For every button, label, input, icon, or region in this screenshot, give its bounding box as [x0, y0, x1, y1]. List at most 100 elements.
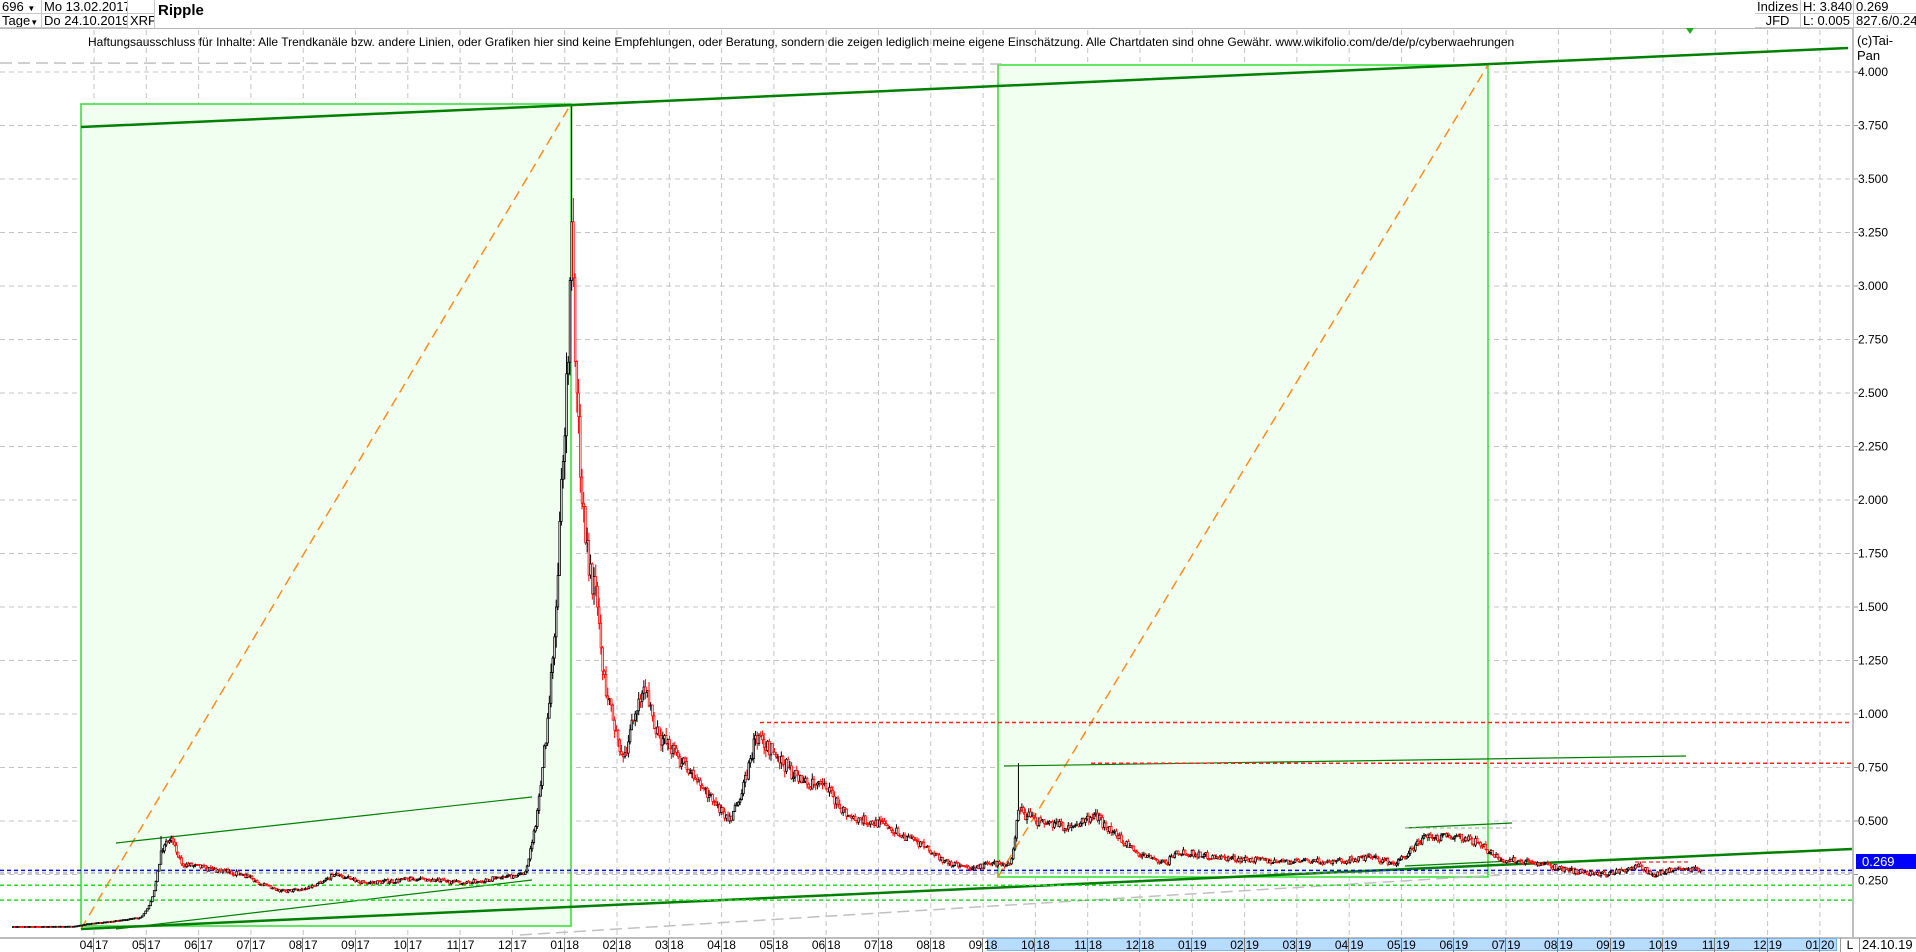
scale-mode-button[interactable]: L: [1840, 938, 1860, 952]
candle: [1527, 859, 1530, 862]
candle: [1245, 857, 1249, 861]
x-tick-label: 04 19: [1334, 938, 1364, 952]
candle: [144, 910, 147, 915]
candle: [1010, 858, 1013, 865]
x-tick-label: 02 19: [1230, 938, 1259, 952]
y-tick-label: 2.250: [1858, 440, 1888, 454]
candle: [250, 875, 254, 879]
candle: [323, 879, 326, 883]
candle: [582, 502, 585, 507]
candle: [618, 739, 622, 752]
end-date[interactable]: Do 24.10.2019: [42, 14, 128, 28]
candle: [841, 806, 845, 814]
candle: [542, 745, 546, 768]
candle: [757, 734, 761, 744]
candle: [180, 857, 183, 865]
candle: [151, 896, 154, 903]
candle: [1453, 836, 1457, 839]
candle: [1439, 834, 1443, 841]
x-axis-highlight[interactable]: [987, 938, 1837, 951]
candle: [252, 877, 256, 882]
candle: [1168, 856, 1171, 865]
candle: [733, 804, 737, 812]
candle: [529, 848, 532, 860]
candle: [1575, 869, 1579, 874]
source: JFD: [1755, 14, 1801, 28]
trend-channel-top: [80, 46, 1849, 129]
candle: [1654, 875, 1658, 878]
candle: [1104, 822, 1108, 829]
candle: [1548, 862, 1551, 866]
candle: [1135, 851, 1139, 854]
candle: [140, 915, 144, 918]
chevron-down-icon: ▼: [27, 4, 36, 13]
candle: [1381, 859, 1384, 863]
candle: [572, 221, 575, 279]
candle: [824, 783, 828, 790]
candle: [599, 622, 603, 649]
candle: [701, 785, 704, 789]
trend-line: [115, 879, 533, 930]
candle: [458, 881, 462, 885]
x-tick-label: 06 19: [1439, 938, 1469, 952]
candle: [171, 837, 175, 843]
candle: [1120, 834, 1123, 843]
candle: [1230, 857, 1233, 860]
candle: [537, 795, 541, 811]
candle: [1307, 859, 1311, 863]
candle: [991, 862, 994, 865]
candle: [264, 883, 268, 886]
count-select[interactable]: 696 ▼: [0, 0, 42, 14]
candle: [675, 747, 678, 753]
candle: [362, 880, 365, 883]
candle: [628, 729, 632, 743]
candle: [553, 636, 556, 659]
candle: [1470, 838, 1474, 845]
candle: [620, 751, 623, 755]
candle: [848, 815, 852, 818]
candle: [1565, 867, 1568, 870]
candle: [854, 815, 857, 821]
candle: [838, 803, 841, 809]
candle: [549, 672, 553, 704]
candle: [1220, 855, 1223, 860]
x-tick-label: 12 19: [1753, 938, 1782, 952]
candle: [864, 815, 867, 825]
candle: [740, 793, 744, 801]
candle: [336, 872, 340, 876]
candle: [139, 916, 142, 919]
start-date[interactable]: Mo 13.02.2017: [42, 0, 128, 14]
x-tick-label: 10 17: [393, 938, 423, 952]
candle: [560, 478, 563, 522]
candle: [1586, 871, 1589, 875]
candle: [1543, 863, 1546, 866]
grey-dashed-line: [0, 62, 1003, 65]
candle: [579, 416, 582, 478]
candle: [405, 877, 408, 880]
candle: [555, 606, 558, 638]
candle: [750, 758, 754, 760]
x-tick-label: 01 18: [550, 938, 580, 952]
x-axis: [0, 937, 1916, 952]
trend-line: [1003, 755, 1687, 767]
candle: [548, 702, 551, 719]
candle: [1022, 807, 1025, 813]
candle: [606, 695, 609, 700]
candle: [747, 762, 750, 780]
candle: [573, 277, 577, 362]
candle: [164, 840, 168, 846]
candle: [152, 890, 156, 898]
candle: [1122, 841, 1125, 845]
projection-line: [997, 64, 1489, 878]
candle: [953, 861, 957, 866]
chevron-down-icon: ▼: [30, 18, 39, 27]
candle: [692, 769, 695, 779]
candle: [1061, 822, 1065, 831]
candle: [1165, 860, 1168, 865]
candle: [1549, 864, 1553, 868]
y-tick-label: 2.000: [1858, 493, 1888, 507]
period-select[interactable]: Tage▼: [0, 14, 42, 28]
candle: [1484, 843, 1488, 850]
header-divider: [0, 28, 1853, 29]
